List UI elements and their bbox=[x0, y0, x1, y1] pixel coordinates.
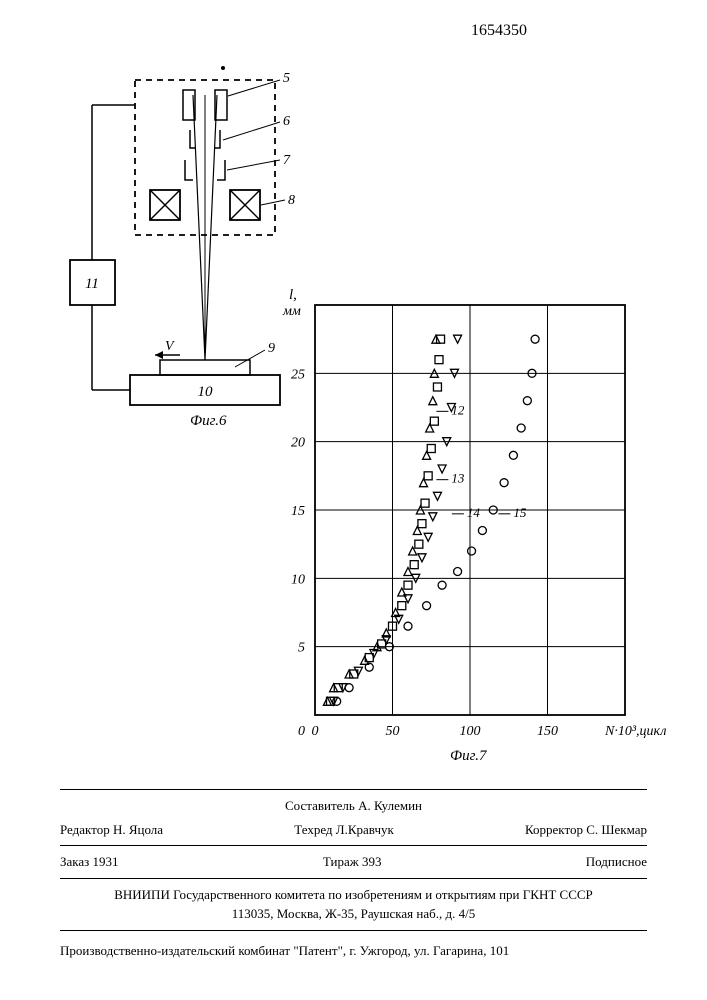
label-7: 7 bbox=[283, 153, 291, 168]
svg-text:150: 150 bbox=[537, 724, 558, 739]
svg-text:100: 100 bbox=[460, 724, 481, 739]
svg-text:N·10³,цикл: N·10³,цикл bbox=[604, 724, 666, 739]
org: ВНИИПИ Государственного комитета по изоб… bbox=[60, 885, 647, 905]
svg-text:Фиг.7: Фиг.7 bbox=[450, 748, 488, 764]
label-10: 10 bbox=[198, 384, 214, 400]
tirage: Тираж 393 bbox=[323, 852, 382, 872]
svg-text:мм: мм bbox=[282, 304, 301, 319]
label-8: 8 bbox=[288, 193, 295, 208]
svg-text:25: 25 bbox=[291, 367, 305, 382]
v-label: V bbox=[165, 339, 175, 354]
svg-text:14: 14 bbox=[467, 505, 481, 520]
page-number: 1654350 bbox=[471, 22, 527, 40]
svg-text:15: 15 bbox=[513, 505, 527, 520]
svg-text:50: 50 bbox=[386, 724, 400, 739]
svg-text:13: 13 bbox=[451, 471, 465, 486]
svg-text:20: 20 bbox=[291, 436, 305, 451]
svg-text:5: 5 bbox=[298, 641, 305, 656]
svg-text:10: 10 bbox=[291, 572, 305, 587]
fig6-caption: Фиг.6 bbox=[190, 413, 227, 429]
fig7-chart: 0 50 100 150 5 10 15 20 25 0 l,мм N·10³,цикл 12 13 14 1… bbox=[260, 275, 680, 775]
label-11: 11 bbox=[85, 276, 99, 292]
order: Заказ 1931 bbox=[60, 852, 119, 872]
svg-text:l,: l, bbox=[289, 287, 297, 303]
addr: 113035, Москва, Ж-35, Раушская наб., д. … bbox=[60, 904, 647, 924]
label-6: 6 bbox=[283, 114, 290, 129]
publisher: Производственно-издательский комбинат "П… bbox=[60, 941, 647, 961]
compiler: Составитель А. Кулемин bbox=[60, 796, 647, 816]
subscription: Подписное bbox=[586, 852, 647, 872]
svg-text:0: 0 bbox=[312, 724, 319, 739]
footer: Составитель А. Кулемин Редактор Н. Яцола… bbox=[60, 783, 647, 960]
editor: Редактор Н. Яцола bbox=[60, 820, 163, 840]
label-5: 5 bbox=[283, 71, 290, 86]
corrector: Корректор С. Шекмар bbox=[525, 820, 647, 840]
svg-text:12: 12 bbox=[451, 402, 465, 417]
techred: Техред Л.Кравчук bbox=[294, 820, 394, 840]
svg-text:0: 0 bbox=[298, 724, 305, 739]
svg-text:15: 15 bbox=[291, 504, 305, 519]
